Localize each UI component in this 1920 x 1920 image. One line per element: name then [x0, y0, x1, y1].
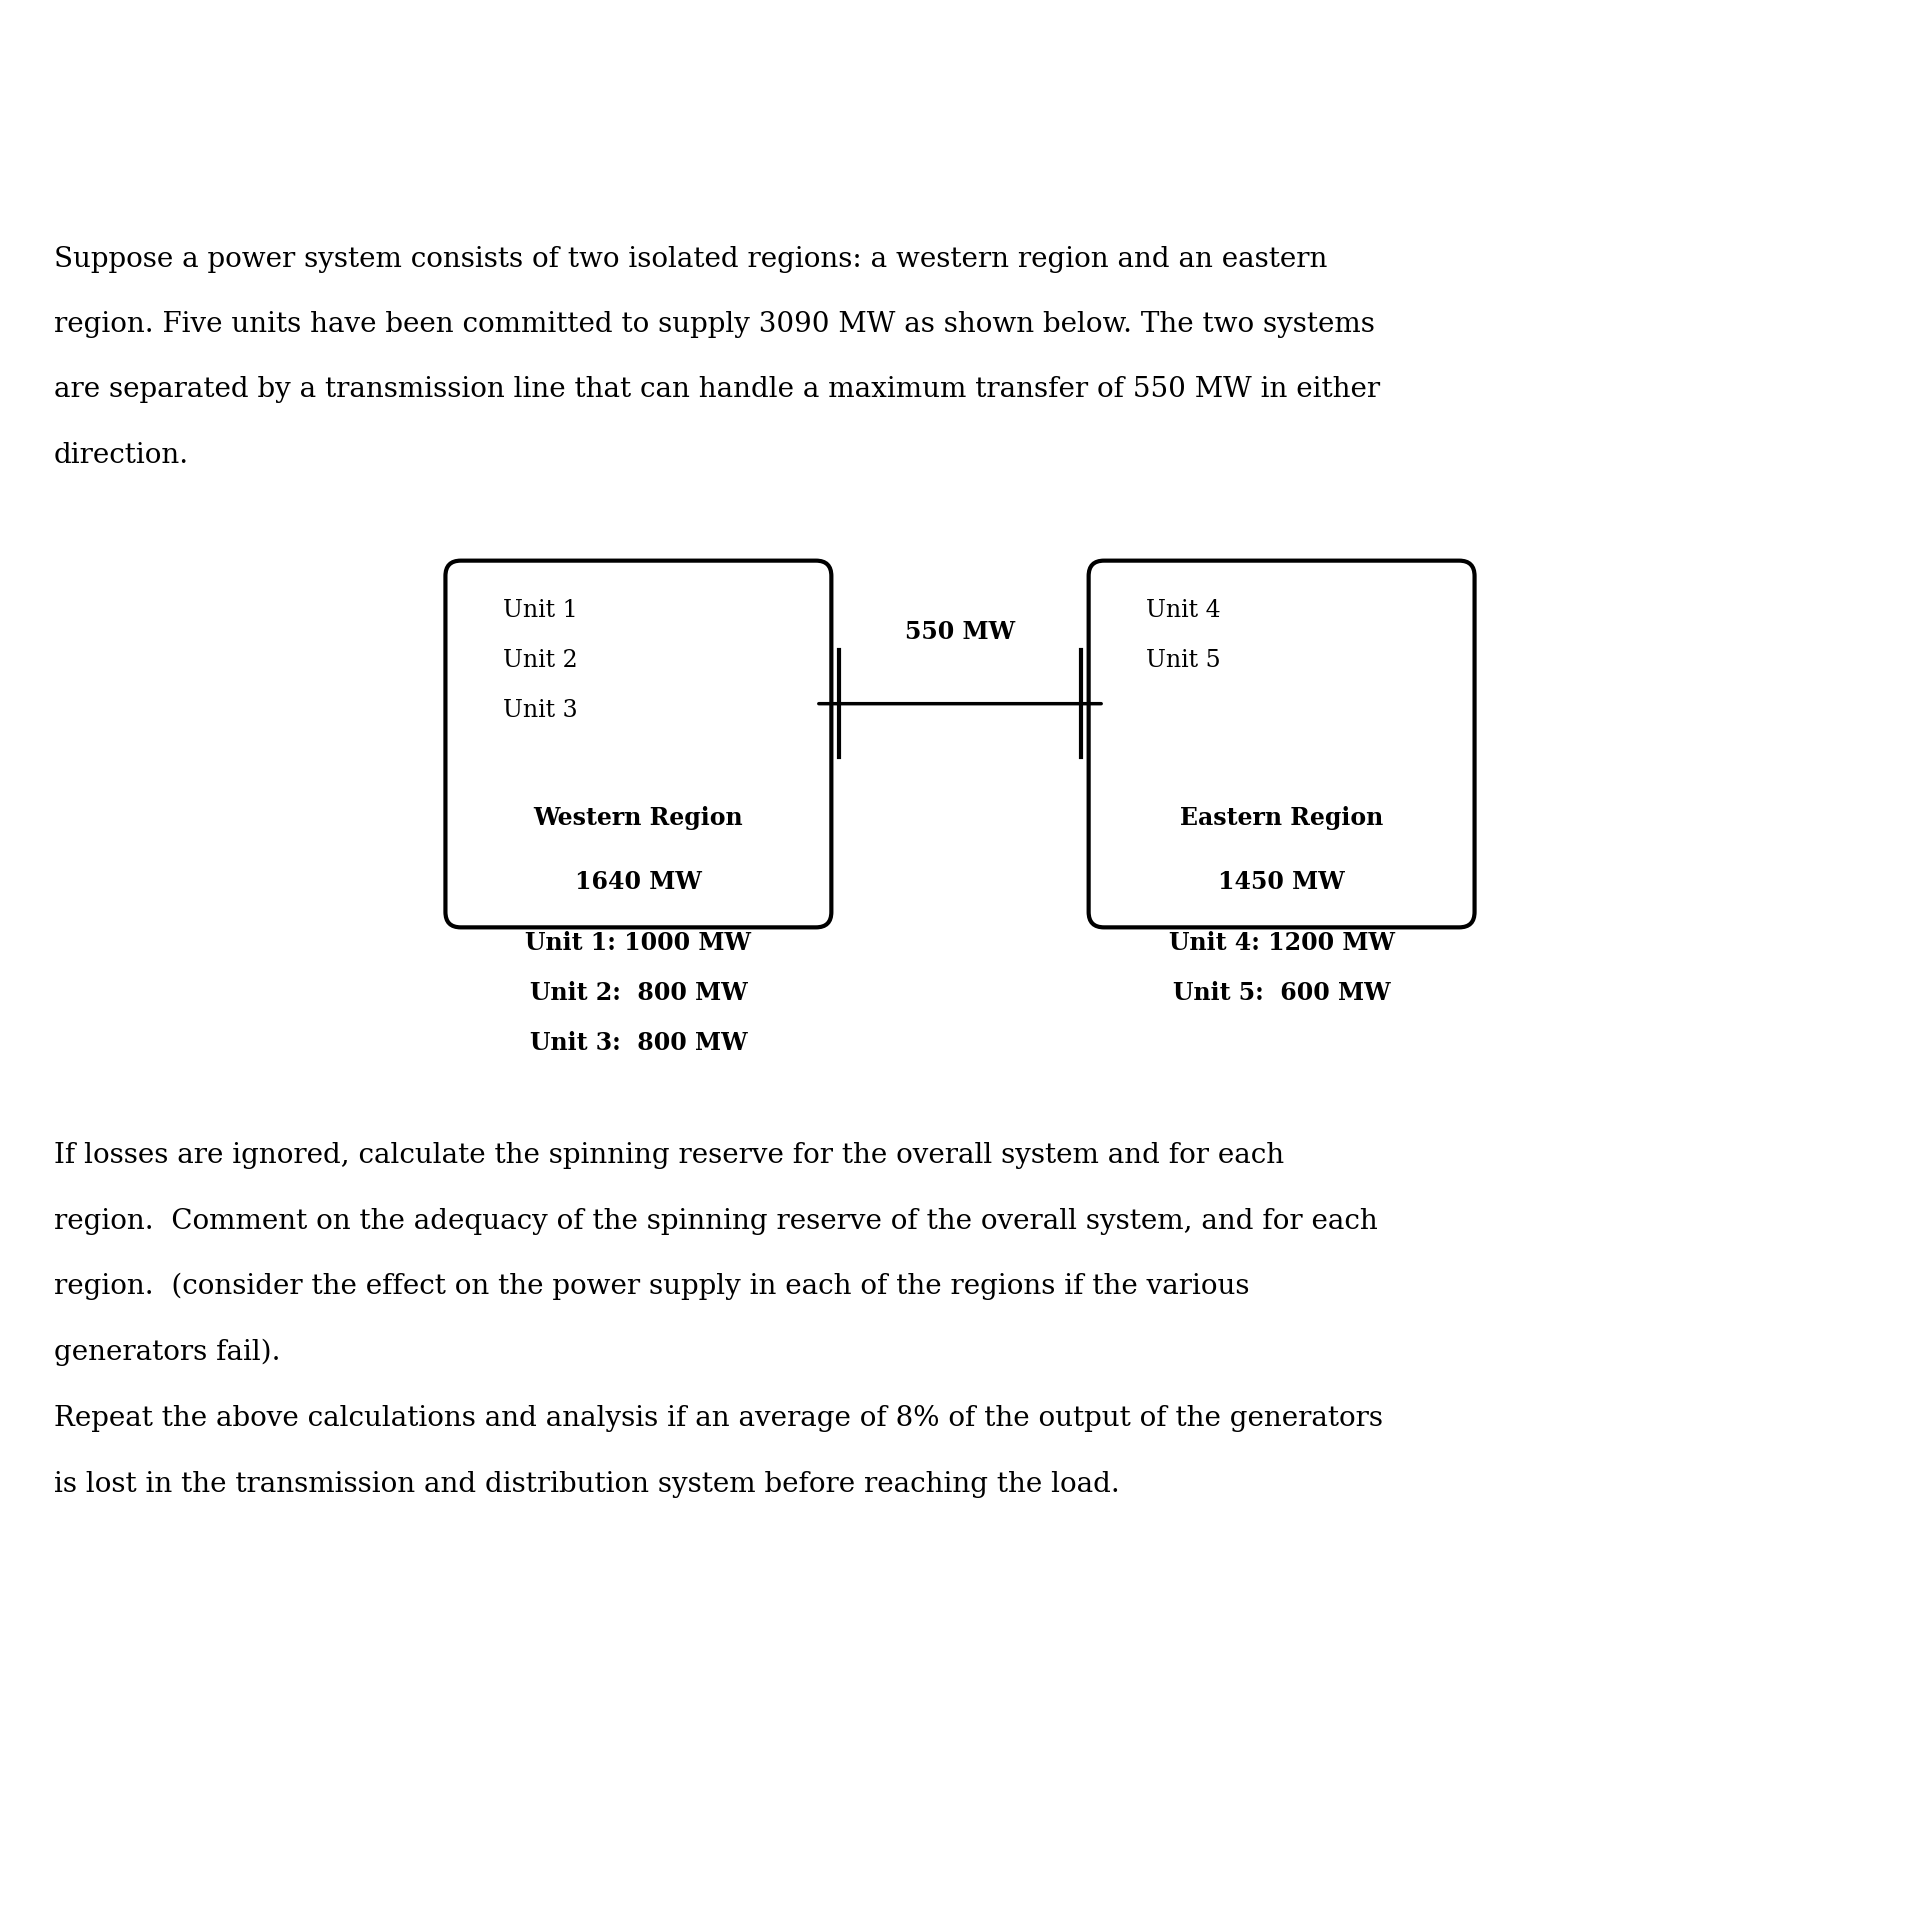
Text: Suppose a power system consists of two isolated regions: a western region and an: Suppose a power system consists of two i…: [54, 246, 1327, 273]
Text: Unit 5: Unit 5: [1146, 649, 1221, 672]
Text: Western Region: Western Region: [534, 806, 743, 829]
Text: 1450 MW: 1450 MW: [1217, 870, 1346, 895]
Text: If losses are ignored, calculate the spinning reserve for the overall system and: If losses are ignored, calculate the spi…: [54, 1142, 1284, 1169]
Text: Unit 5:  600 MW: Unit 5: 600 MW: [1173, 981, 1390, 1006]
Text: Unit 3:  800 MW: Unit 3: 800 MW: [530, 1031, 747, 1056]
Text: Unit 1: 1000 MW: Unit 1: 1000 MW: [526, 931, 751, 954]
Text: is lost in the transmission and distribution system before reaching the load.: is lost in the transmission and distribu…: [54, 1471, 1119, 1498]
Text: region. Five units have been committed to supply 3090 MW as shown below. The two: region. Five units have been committed t…: [54, 311, 1375, 338]
Text: are separated by a transmission line that can handle a maximum transfer of 550 M: are separated by a transmission line tha…: [54, 376, 1380, 403]
Text: 550 MW: 550 MW: [904, 620, 1016, 643]
Text: Eastern Region: Eastern Region: [1181, 806, 1382, 829]
Text: region.  Comment on the adequacy of the spinning reserve of the overall system, : region. Comment on the adequacy of the s…: [54, 1208, 1377, 1235]
Text: 1640 MW: 1640 MW: [574, 870, 703, 895]
Text: Repeat the above calculations and analysis if an average of 8% of the output of : Repeat the above calculations and analys…: [54, 1405, 1382, 1432]
Text: direction.: direction.: [54, 442, 188, 468]
Text: Unit 3: Unit 3: [503, 699, 578, 722]
Text: generators fail).: generators fail).: [54, 1338, 280, 1365]
Text: region.  (consider the effect on the power supply in each of the regions if the : region. (consider the effect on the powe…: [54, 1273, 1250, 1300]
Text: Unit 2:  800 MW: Unit 2: 800 MW: [530, 981, 747, 1006]
Text: Unit 4: 1200 MW: Unit 4: 1200 MW: [1169, 931, 1394, 954]
Text: Unit 1: Unit 1: [503, 599, 578, 622]
FancyBboxPatch shape: [1089, 561, 1475, 927]
FancyBboxPatch shape: [445, 561, 831, 927]
Text: Unit 2: Unit 2: [503, 649, 578, 672]
Text: Unit 4: Unit 4: [1146, 599, 1221, 622]
